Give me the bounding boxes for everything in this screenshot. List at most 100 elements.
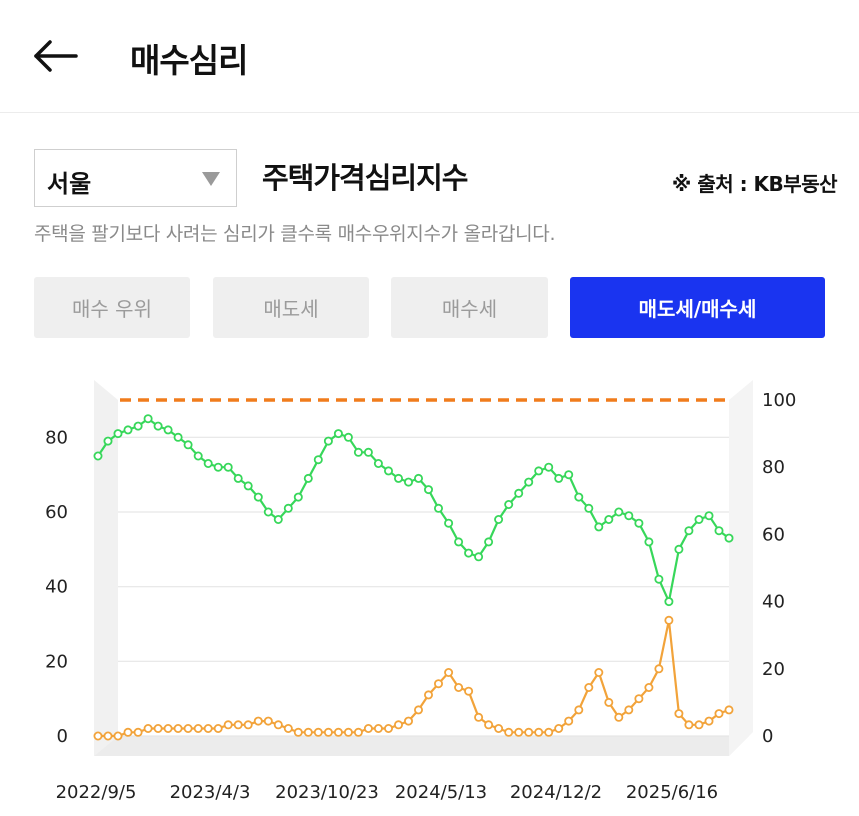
series-point (544, 727, 554, 737)
series-point (203, 459, 213, 469)
series-point (614, 507, 624, 517)
series-point (93, 731, 103, 741)
series-point (494, 723, 504, 733)
series-point (564, 716, 574, 726)
series-point (153, 723, 163, 733)
series-point (484, 537, 494, 547)
series-point (253, 716, 263, 726)
series-point (554, 723, 564, 733)
series-point (534, 727, 544, 737)
tab-buy-pressure[interactable]: 매수세 (391, 277, 548, 338)
series-point (444, 667, 454, 677)
back-button[interactable] (30, 34, 80, 78)
series-point (373, 723, 383, 733)
series-point (393, 720, 403, 730)
series-point (223, 720, 233, 730)
series-point (333, 429, 343, 439)
series-point (413, 705, 423, 715)
series-point (464, 686, 474, 696)
series-point (484, 720, 494, 730)
series-point (684, 526, 694, 536)
series-point (323, 727, 333, 737)
series-point (674, 544, 684, 554)
series-point (363, 723, 373, 733)
series-point (724, 533, 734, 543)
index-description: 주택을 팔기보다 사려는 심리가 클수록 매수우위지수가 올라갑니다. (34, 223, 556, 245)
series-point (113, 731, 123, 741)
series-point (644, 537, 654, 547)
y-right-tick-label: 20 (762, 659, 785, 680)
series-point (383, 723, 393, 733)
x-tick-label: 2024/5/13 (395, 782, 487, 803)
y-left-tick-label: 20 (45, 651, 68, 672)
series-point (574, 492, 584, 502)
x-tick-label: 2023/10/23 (275, 782, 379, 803)
index-title: 주택가격심리지수 (262, 161, 468, 195)
series-point (243, 481, 253, 491)
tab-buy-dominance[interactable]: 매수 우위 (34, 277, 190, 338)
series-point (524, 477, 534, 487)
series-point (584, 682, 594, 692)
series-point (664, 597, 674, 607)
series-point (373, 459, 383, 469)
series-point (504, 499, 514, 509)
y-right-tick-label: 60 (762, 524, 785, 545)
y-left-tick-label: 80 (45, 427, 68, 448)
series-point (423, 485, 433, 495)
x-tick-label: 2023/4/3 (170, 782, 251, 803)
series-point (614, 712, 624, 722)
series-point (423, 690, 433, 700)
region-select-value: 서울 (47, 170, 92, 198)
series-point (163, 723, 173, 733)
series-point (233, 720, 243, 730)
series-point (634, 694, 644, 704)
y-right-tick-label: 100 (762, 390, 796, 411)
series-point (714, 709, 724, 719)
page-title: 매수심리 (130, 41, 248, 80)
series-point (353, 727, 363, 737)
source-label: ※ 출처 : KB부동산 (671, 172, 838, 196)
series-point (494, 514, 504, 524)
series-point (293, 727, 303, 737)
series-point (213, 462, 223, 472)
series-point (93, 451, 103, 461)
tab-sell-buy-pressure[interactable]: 매도세/매수세 (570, 277, 825, 338)
series-point (103, 731, 113, 741)
series-point (363, 447, 373, 457)
y-right-tick-label: 40 (762, 592, 785, 613)
region-select[interactable]: 서울 (34, 149, 237, 207)
series-point (403, 477, 413, 487)
series-point (584, 503, 594, 513)
series-point (594, 522, 604, 532)
series-point (313, 455, 323, 465)
arrow-left-icon (34, 40, 78, 72)
series-point (303, 727, 313, 737)
series-point (433, 679, 443, 689)
series-point (273, 720, 283, 730)
series-point (103, 436, 113, 446)
series-point (574, 705, 584, 715)
series-point (323, 436, 333, 446)
series-point (514, 727, 524, 737)
series-point (133, 421, 143, 431)
series-point (694, 514, 704, 524)
series-point (183, 723, 193, 733)
tab-sell-pressure[interactable]: 매도세 (213, 277, 369, 338)
x-tick-label: 2022/9/5 (56, 782, 137, 803)
chart-floor-panel (94, 736, 749, 756)
series-point (383, 466, 393, 476)
series-point (474, 712, 484, 722)
series-point (624, 705, 634, 715)
series-point (534, 466, 544, 476)
series-point (153, 421, 163, 431)
series-point (203, 723, 213, 733)
series-line (97, 417, 730, 603)
series-point (474, 552, 484, 562)
series-point (594, 667, 604, 677)
series-point (263, 716, 273, 726)
x-tick-label: 2024/12/2 (510, 782, 602, 803)
y-right-tick-label: 80 (762, 457, 785, 478)
series-point (263, 507, 273, 517)
series-point (604, 697, 614, 707)
series-point (163, 425, 173, 435)
